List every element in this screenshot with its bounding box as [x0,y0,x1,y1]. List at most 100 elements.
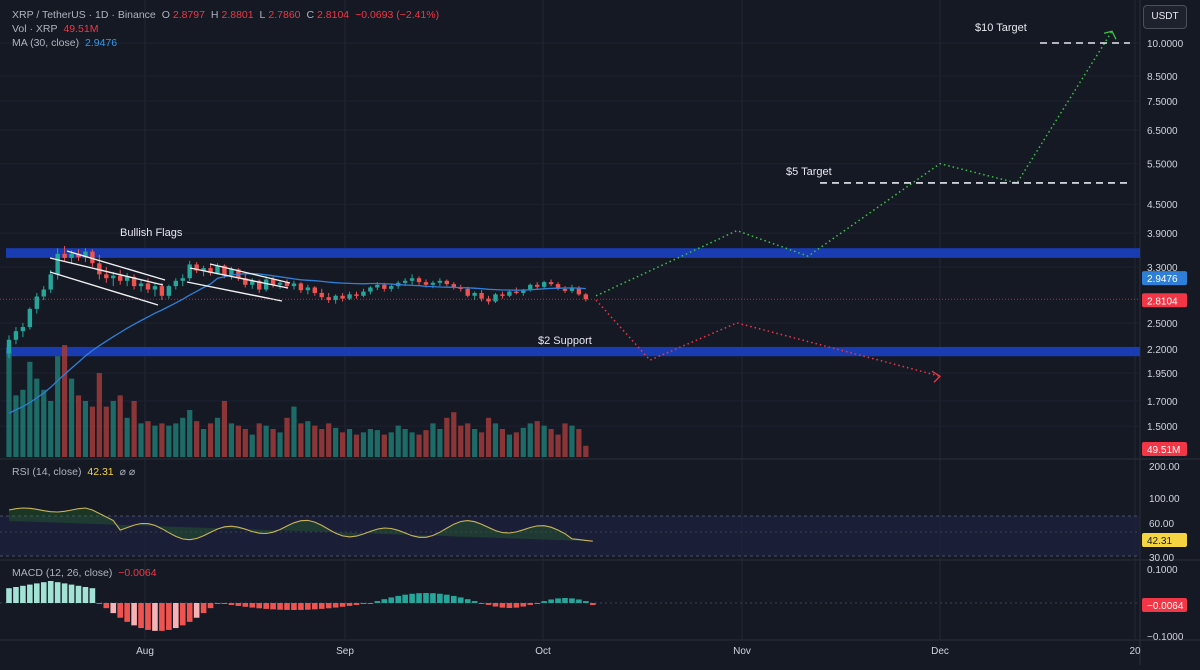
volume-bar-77 [541,425,547,457]
macd-histogram-bar-44 [312,603,318,610]
macd-histogram-bar-66 [464,599,471,603]
candle-24 [173,280,178,287]
macd-histogram-bar-75 [527,603,534,605]
annotation-labels: Bullish Flags $2 Support $5 Target $10 T… [120,22,1027,347]
macd-histogram-bar-11 [82,587,89,603]
price-axis[interactable]: 10.0000 8.5000 7.5000 6.5000 5.5000 4.5000 3.9… [1142,39,1187,643]
volume-bar-31 [221,401,228,457]
volume-bar-61 [430,423,436,457]
macd-histogram-bar-19 [138,603,144,629]
macd-histogram-bar-81 [569,598,575,603]
ma-price-label-box [1142,271,1187,286]
volume-bar-81 [569,425,575,457]
volume-bar-49 [346,429,353,457]
candle-55 [389,286,394,289]
volume-bar-42 [298,423,304,457]
macd-histogram-bar-1 [13,587,19,603]
ma-label[interactable]: MA (30, close) [12,37,80,49]
volume-bar-40 [284,417,290,457]
macd-histogram-bar-77 [541,601,547,603]
rsi-label[interactable]: RSI (14, close) [12,466,82,478]
macd-histogram-bar-28 [200,603,207,614]
candle-20 [145,283,151,290]
candle-57 [402,280,408,283]
price-tick-1: 8.5000 [1147,72,1178,83]
candle-80 [562,288,568,291]
rsi-legend[interactable]: RSI (14, close) 42.31 ⌀ ⌀ [12,466,138,478]
rsi-current-label: 42.31 [1147,536,1172,547]
bear-arrowhead [931,370,942,383]
low-label: L [259,9,266,21]
candle-53 [375,284,380,288]
macd-histogram-bar-32 [228,603,235,605]
candle-38 [270,279,276,285]
volume-bar-27 [194,421,200,457]
candle-48 [340,295,345,299]
macd-histogram-bar-53 [374,601,381,603]
candle-25 [180,278,185,281]
candle-22 [159,286,165,296]
candle-68 [479,292,484,299]
volume-bar-55 [388,432,394,457]
volume-bar-21 [152,425,158,457]
price-tick-6: 3.9000 [1147,229,1178,240]
macd-label[interactable]: MACD (12, 26, close) [12,567,113,579]
price-tick-8: 2.5000 [1147,319,1178,330]
flag-line-2 [189,267,289,289]
volume-bar-69 [485,417,492,457]
support-resistance-zones [6,248,1140,357]
volume-legend[interactable]: Vol · XRP 49.51M [12,23,101,35]
macd-histogram-bar-7 [54,582,61,603]
macd-histogram-bar-2 [20,585,26,603]
macd-legend[interactable]: MACD (12, 26, close) −0.0064 [12,567,160,579]
close-price-label: 2.8104 [1147,296,1178,307]
candle-9 [69,253,74,258]
macd-histogram-bar-51 [360,603,367,604]
ma-price-label: 2.9476 [1147,274,1178,285]
macd-histogram-bar-37 [263,603,269,609]
macd-histogram-bar-56 [395,595,401,603]
candle-3 [27,308,33,328]
macd-value: −0.0064 [118,567,157,579]
candle-74 [521,290,526,293]
macd-histogram-bar-48 [339,603,346,607]
candle-13 [97,263,102,275]
candle-23 [166,286,172,296]
macd-histogram-bar-15 [110,603,117,614]
volume-bar-6 [48,401,54,457]
rsi-settings-icon[interactable]: ⌀ ⌀ [119,466,136,478]
annotation-5-target: $5 Target [786,166,832,178]
volume-bar-20 [145,421,151,457]
symbol-title[interactable]: XRP / TetherUS · 1D · Binance [12,9,156,21]
time-axis[interactable]: Aug Sep Oct Nov Dec 20 [136,646,1141,657]
zone-1 [6,346,1140,357]
candle-47 [333,295,338,301]
volume-bar-41 [291,406,297,457]
price-tick-10: 1.9500 [1147,369,1178,380]
macd-histogram-bar-26 [186,603,193,622]
macd-histogram-bar-65 [457,597,464,603]
volume-label[interactable]: Vol · XRP [12,23,58,35]
volume-bar-14 [103,406,109,457]
candle-2 [20,327,26,332]
currency-button[interactable]: USDT [1143,5,1187,29]
volume-bar-12 [89,406,95,457]
change-value: −0.0693 (−2.41%) [355,9,440,21]
price-tick-2: 7.5000 [1147,97,1178,108]
rsi-tick-3: 30.00 [1149,553,1174,564]
volume-bar-13 [96,373,102,457]
volume-bar-35 [249,434,255,457]
rsi-tick-0: 200.00 [1149,462,1180,473]
volume-bar-50 [353,434,360,457]
macd-histogram-bar-60 [423,593,429,603]
candle-11 [83,251,88,258]
macd-histogram-bar-45 [318,603,325,609]
time-tick-0: Aug [136,646,154,657]
volume-bar-60 [423,430,429,457]
macd-histogram-bar-10 [75,585,82,603]
volume-bar-37 [263,425,269,457]
ma-legend[interactable]: MA (30, close) 2.9476 [12,37,120,49]
